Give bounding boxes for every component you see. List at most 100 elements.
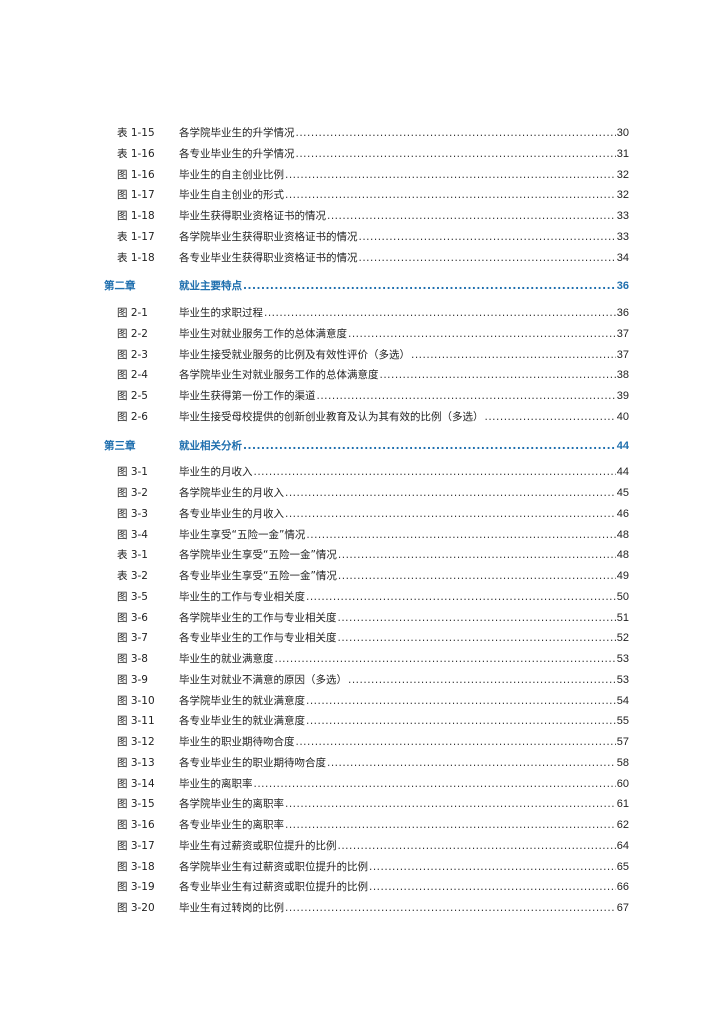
toc-title: 毕业生获得职业资格证书的情况 <box>179 210 326 222</box>
toc-entry[interactable]: 表 1-18 各专业毕业生获得职业资格证书的情况 34 <box>104 248 629 269</box>
toc-chapter-heading[interactable]: 第二章 就业主要特点 36 <box>104 276 629 297</box>
toc-label: 图 3-8 <box>117 653 148 665</box>
toc-dot-leader <box>411 345 616 366</box>
toc-entry[interactable]: 图 3-1 毕业生的月收入 44 <box>104 462 629 483</box>
toc-dot-leader <box>348 670 616 691</box>
toc-entry[interactable]: 图 3-19 各专业毕业生有过薪资或职位提升的比例 66 <box>104 877 629 898</box>
toc-page-number: 45 <box>616 487 629 499</box>
toc-label: 图 3-2 <box>117 487 148 499</box>
toc-dot-leader <box>285 185 616 206</box>
toc-page-number: 50 <box>616 590 629 603</box>
toc-entry[interactable]: 图 1-16 毕业生的自主创业比例 32 <box>104 165 629 186</box>
toc-label: 图 3-5 <box>117 590 148 603</box>
toc-entry[interactable]: 图 3-8 毕业生的就业满意度 53 <box>104 649 629 670</box>
toc-title: 就业相关分析 <box>179 439 242 452</box>
toc-dot-leader <box>327 753 616 774</box>
toc-label: 表 3-1 <box>117 549 148 562</box>
toc-page-number: 38 <box>616 369 629 382</box>
toc-label: 图 3-13 <box>117 756 155 769</box>
toc-title: 毕业生对就业服务工作的总体满意度 <box>179 327 347 340</box>
toc-entry[interactable]: 图 3-20 毕业生有过转岗的比例 67 <box>104 898 629 919</box>
toc-entry[interactable]: 图 2-4 各学院毕业生对就业服务工作的总体满意度 38 <box>104 365 629 386</box>
toc-label: 表 1-15 <box>117 127 155 139</box>
toc-dot-leader <box>338 608 616 629</box>
toc-label: 图 3-16 <box>117 819 155 831</box>
toc-entry[interactable]: 图 3-17 毕业生有过薪资或职位提升的比例 64 <box>104 836 629 857</box>
toc-page-number: 67 <box>616 902 629 914</box>
toc-dot-leader <box>327 206 616 227</box>
toc-label: 表 1-17 <box>117 230 155 243</box>
toc-page-number: 49 <box>616 570 629 582</box>
toc-title: 各学院毕业生享受“五险一金”情况 <box>179 549 337 562</box>
toc-dot-leader <box>285 794 616 815</box>
toc-page-number: 53 <box>616 653 629 665</box>
toc-entry[interactable]: 图 3-11 各专业毕业生的就业满意度 55 <box>104 711 629 732</box>
toc-page-number: 33 <box>616 210 629 222</box>
toc-entry[interactable]: 图 3-6 各学院毕业生的工作与专业相关度 51 <box>104 608 629 629</box>
toc-chapter-heading[interactable]: 第三章 就业相关分析 44 <box>104 436 629 457</box>
toc-entry[interactable]: 图 3-4 毕业生享受“五险一金”情况 48 <box>104 525 629 546</box>
toc-entry[interactable]: 图 3-18 各学院毕业生有过薪资或职位提升的比例 65 <box>104 857 629 878</box>
toc-label: 图 3-6 <box>117 611 148 624</box>
toc-entry[interactable]: 表 1-17 各学院毕业生获得职业资格证书的情况 33 <box>104 227 629 248</box>
toc-entry[interactable]: 图 2-2 毕业生对就业服务工作的总体满意度 37 <box>104 324 629 345</box>
toc-page-number: 32 <box>616 189 629 202</box>
toc-title: 毕业生有过转岗的比例 <box>179 902 284 914</box>
toc-title: 毕业生的职业期待吻合度 <box>179 736 295 748</box>
table-of-contents: 表 1-15 各学院毕业生的升学情况 30 表 1-16 各专业毕业生的升学情况 31 图 … <box>104 123 629 919</box>
toc-entry[interactable]: 表 3-2 各专业毕业生享受“五险一金”情况 49 <box>104 566 629 587</box>
toc-label: 表 3-2 <box>117 570 148 582</box>
toc-entry[interactable]: 图 2-3 毕业生接受就业服务的比例及有效性评价（多选） 37 <box>104 345 629 366</box>
toc-dot-leader <box>380 365 616 386</box>
toc-entry[interactable]: 图 2-6 毕业生接受母校提供的创新创业教育及认为其有效的比例（多选） 40 <box>104 407 629 428</box>
toc-title: 各学院毕业生的就业满意度 <box>179 694 305 707</box>
toc-entry[interactable]: 图 3-7 各专业毕业生的工作与专业相关度 52 <box>104 628 629 649</box>
toc-title: 毕业生接受母校提供的创新创业教育及认为其有效的比例（多选） <box>179 410 484 423</box>
toc-entry[interactable]: 图 3-15 各学院毕业生的离职率 61 <box>104 794 629 815</box>
toc-title: 毕业生有过薪资或职位提升的比例 <box>179 839 337 852</box>
toc-entry[interactable]: 图 3-16 各专业毕业生的离职率 62 <box>104 815 629 836</box>
toc-entry[interactable]: 图 3-5 毕业生的工作与专业相关度 50 <box>104 587 629 608</box>
toc-dot-leader <box>285 815 616 836</box>
toc-dot-leader <box>338 566 616 587</box>
toc-title: 各专业毕业生的升学情况 <box>179 147 295 160</box>
toc-label: 图 2-6 <box>117 410 148 423</box>
toc-title: 毕业生获得第一份工作的渠道 <box>179 390 316 402</box>
toc-dot-leader <box>338 545 616 566</box>
toc-title: 毕业生的自主创业比例 <box>179 168 284 181</box>
toc-title: 毕业生的月收入 <box>179 466 253 479</box>
toc-dot-leader <box>243 276 616 297</box>
toc-label: 第三章 <box>104 439 136 452</box>
toc-dot-leader <box>285 898 616 919</box>
toc-entry[interactable]: 图 3-13 各专业毕业生的职业期待吻合度 58 <box>104 753 629 774</box>
toc-entry[interactable]: 图 1-17 毕业生自主创业的形式 32 <box>104 185 629 206</box>
toc-entry[interactable]: 图 3-9 毕业生对就业不满意的原因（多选） 53 <box>104 670 629 691</box>
toc-entry[interactable]: 图 2-5 毕业生获得第一份工作的渠道 39 <box>104 386 629 407</box>
toc-page-number: 32 <box>616 168 629 181</box>
toc-label: 第二章 <box>104 280 136 293</box>
toc-entry[interactable]: 图 2-1 毕业生的求职过程 36 <box>104 303 629 324</box>
toc-page-number: 37 <box>616 327 629 340</box>
toc-entry[interactable]: 图 3-12 毕业生的职业期待吻合度 57 <box>104 732 629 753</box>
toc-entry[interactable]: 图 1-18 毕业生获得职业资格证书的情况 33 <box>104 206 629 227</box>
toc-title: 各专业毕业生享受“五险一金”情况 <box>179 570 337 582</box>
toc-title: 各专业毕业生有过薪资或职位提升的比例 <box>179 881 368 894</box>
toc-label: 图 1-18 <box>117 210 155 222</box>
toc-page-number: 36 <box>616 280 629 293</box>
toc-entry[interactable]: 图 3-2 各学院毕业生的月收入 45 <box>104 483 629 504</box>
toc-entry[interactable]: 表 3-1 各学院毕业生享受“五险一金”情况 48 <box>104 545 629 566</box>
toc-label: 图 2-5 <box>117 390 148 402</box>
toc-dot-leader <box>264 303 616 324</box>
toc-entry[interactable]: 图 3-10 各学院毕业生的就业满意度 54 <box>104 691 629 712</box>
toc-entry[interactable]: 表 1-15 各学院毕业生的升学情况 30 <box>104 123 629 144</box>
toc-page-number: 30 <box>616 127 629 139</box>
toc-entry[interactable]: 表 1-16 各专业毕业生的升学情况 31 <box>104 144 629 165</box>
toc-title: 毕业生的离职率 <box>179 777 253 790</box>
toc-label: 图 2-1 <box>117 307 148 319</box>
toc-entry[interactable]: 图 3-14 毕业生的离职率 60 <box>104 774 629 795</box>
toc-dot-leader <box>369 857 616 878</box>
toc-title: 各学院毕业生的离职率 <box>179 798 284 811</box>
toc-entry[interactable]: 图 3-3 各专业毕业生的月收入 46 <box>104 504 629 525</box>
toc-label: 图 3-20 <box>117 902 155 914</box>
toc-title: 各专业毕业生的离职率 <box>179 819 284 831</box>
